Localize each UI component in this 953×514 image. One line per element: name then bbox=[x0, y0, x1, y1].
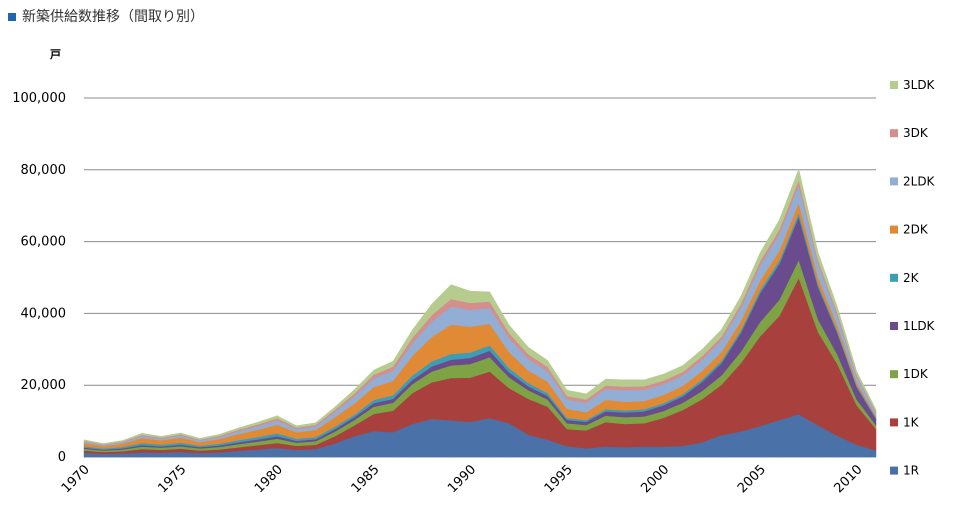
legend-swatch bbox=[890, 177, 898, 186]
legend-label: 1DK bbox=[903, 367, 929, 381]
x-tick-label: 1995 bbox=[542, 462, 576, 496]
y-tick-labels: 0 20,000 40,000 60,000 80,000 100,000 bbox=[12, 91, 66, 465]
legend-item-3dk: 3DK bbox=[890, 126, 929, 140]
x-tick-label: 1975 bbox=[155, 462, 189, 496]
legend-swatch bbox=[890, 418, 898, 427]
legend-swatch bbox=[890, 81, 898, 89]
area-series-group bbox=[83, 168, 877, 458]
x-tick-label: 1985 bbox=[349, 462, 383, 496]
chart-title: 新築供給数推移（間取り別） bbox=[22, 9, 204, 25]
x-tick-label: 1990 bbox=[445, 462, 479, 496]
x-tick-label: 1980 bbox=[252, 462, 286, 496]
legend-item-3ldk: 3LDK bbox=[890, 78, 936, 92]
legend-item-1dk: 1DK bbox=[890, 367, 929, 381]
y-tick-label: 100,000 bbox=[12, 91, 66, 106]
x-tick-label: 2010 bbox=[832, 462, 866, 496]
legend-item-1r: 1R bbox=[890, 464, 919, 478]
legend-swatch bbox=[890, 466, 898, 475]
legend-item-1k: 1K bbox=[890, 415, 920, 429]
x-tick-label: 2000 bbox=[638, 462, 672, 496]
y-tick-label: 20,000 bbox=[21, 378, 67, 393]
legend: 3LDK 3DK 2LDK 2DK 2K 1LDK 1DK 1K 1R bbox=[890, 78, 936, 478]
legend-swatch bbox=[890, 370, 898, 379]
x-tick-labels: 1970 1975 1980 1985 1990 1995 2000 2005 2010 bbox=[59, 462, 866, 496]
legend-item-2dk: 2DK bbox=[890, 223, 929, 237]
legend-label: 1K bbox=[903, 415, 920, 429]
legend-label: 1R bbox=[903, 464, 919, 478]
area-3ldk bbox=[83, 168, 877, 445]
title-square-icon bbox=[8, 13, 16, 21]
legend-swatch bbox=[890, 273, 898, 282]
legend-swatch bbox=[890, 225, 898, 234]
legend-label: 3LDK bbox=[903, 78, 936, 92]
y-tick-label: 60,000 bbox=[21, 235, 67, 250]
y-tick-label: 40,000 bbox=[21, 306, 67, 321]
legend-label: 2K bbox=[903, 271, 920, 285]
y-tick-label: 80,000 bbox=[21, 163, 67, 178]
chart-title-row: 新築供給数推移（間取り別） bbox=[8, 6, 204, 26]
legend-item-2ldk: 2LDK bbox=[890, 174, 936, 188]
legend-label: 1LDK bbox=[903, 319, 936, 333]
legend-swatch bbox=[890, 322, 898, 330]
legend-swatch bbox=[890, 129, 898, 138]
y-tick-label: 0 bbox=[58, 450, 66, 465]
legend-item-1ldk: 1LDK bbox=[890, 319, 936, 333]
legend-label: 2LDK bbox=[903, 174, 936, 188]
legend-label: 2DK bbox=[903, 223, 929, 237]
x-tick-label: 1970 bbox=[59, 462, 93, 496]
x-tick-label: 2005 bbox=[735, 462, 769, 496]
legend-label: 3DK bbox=[903, 126, 929, 140]
y-axis-unit-label: 戸 bbox=[50, 48, 61, 61]
legend-item-2k: 2K bbox=[890, 271, 920, 285]
